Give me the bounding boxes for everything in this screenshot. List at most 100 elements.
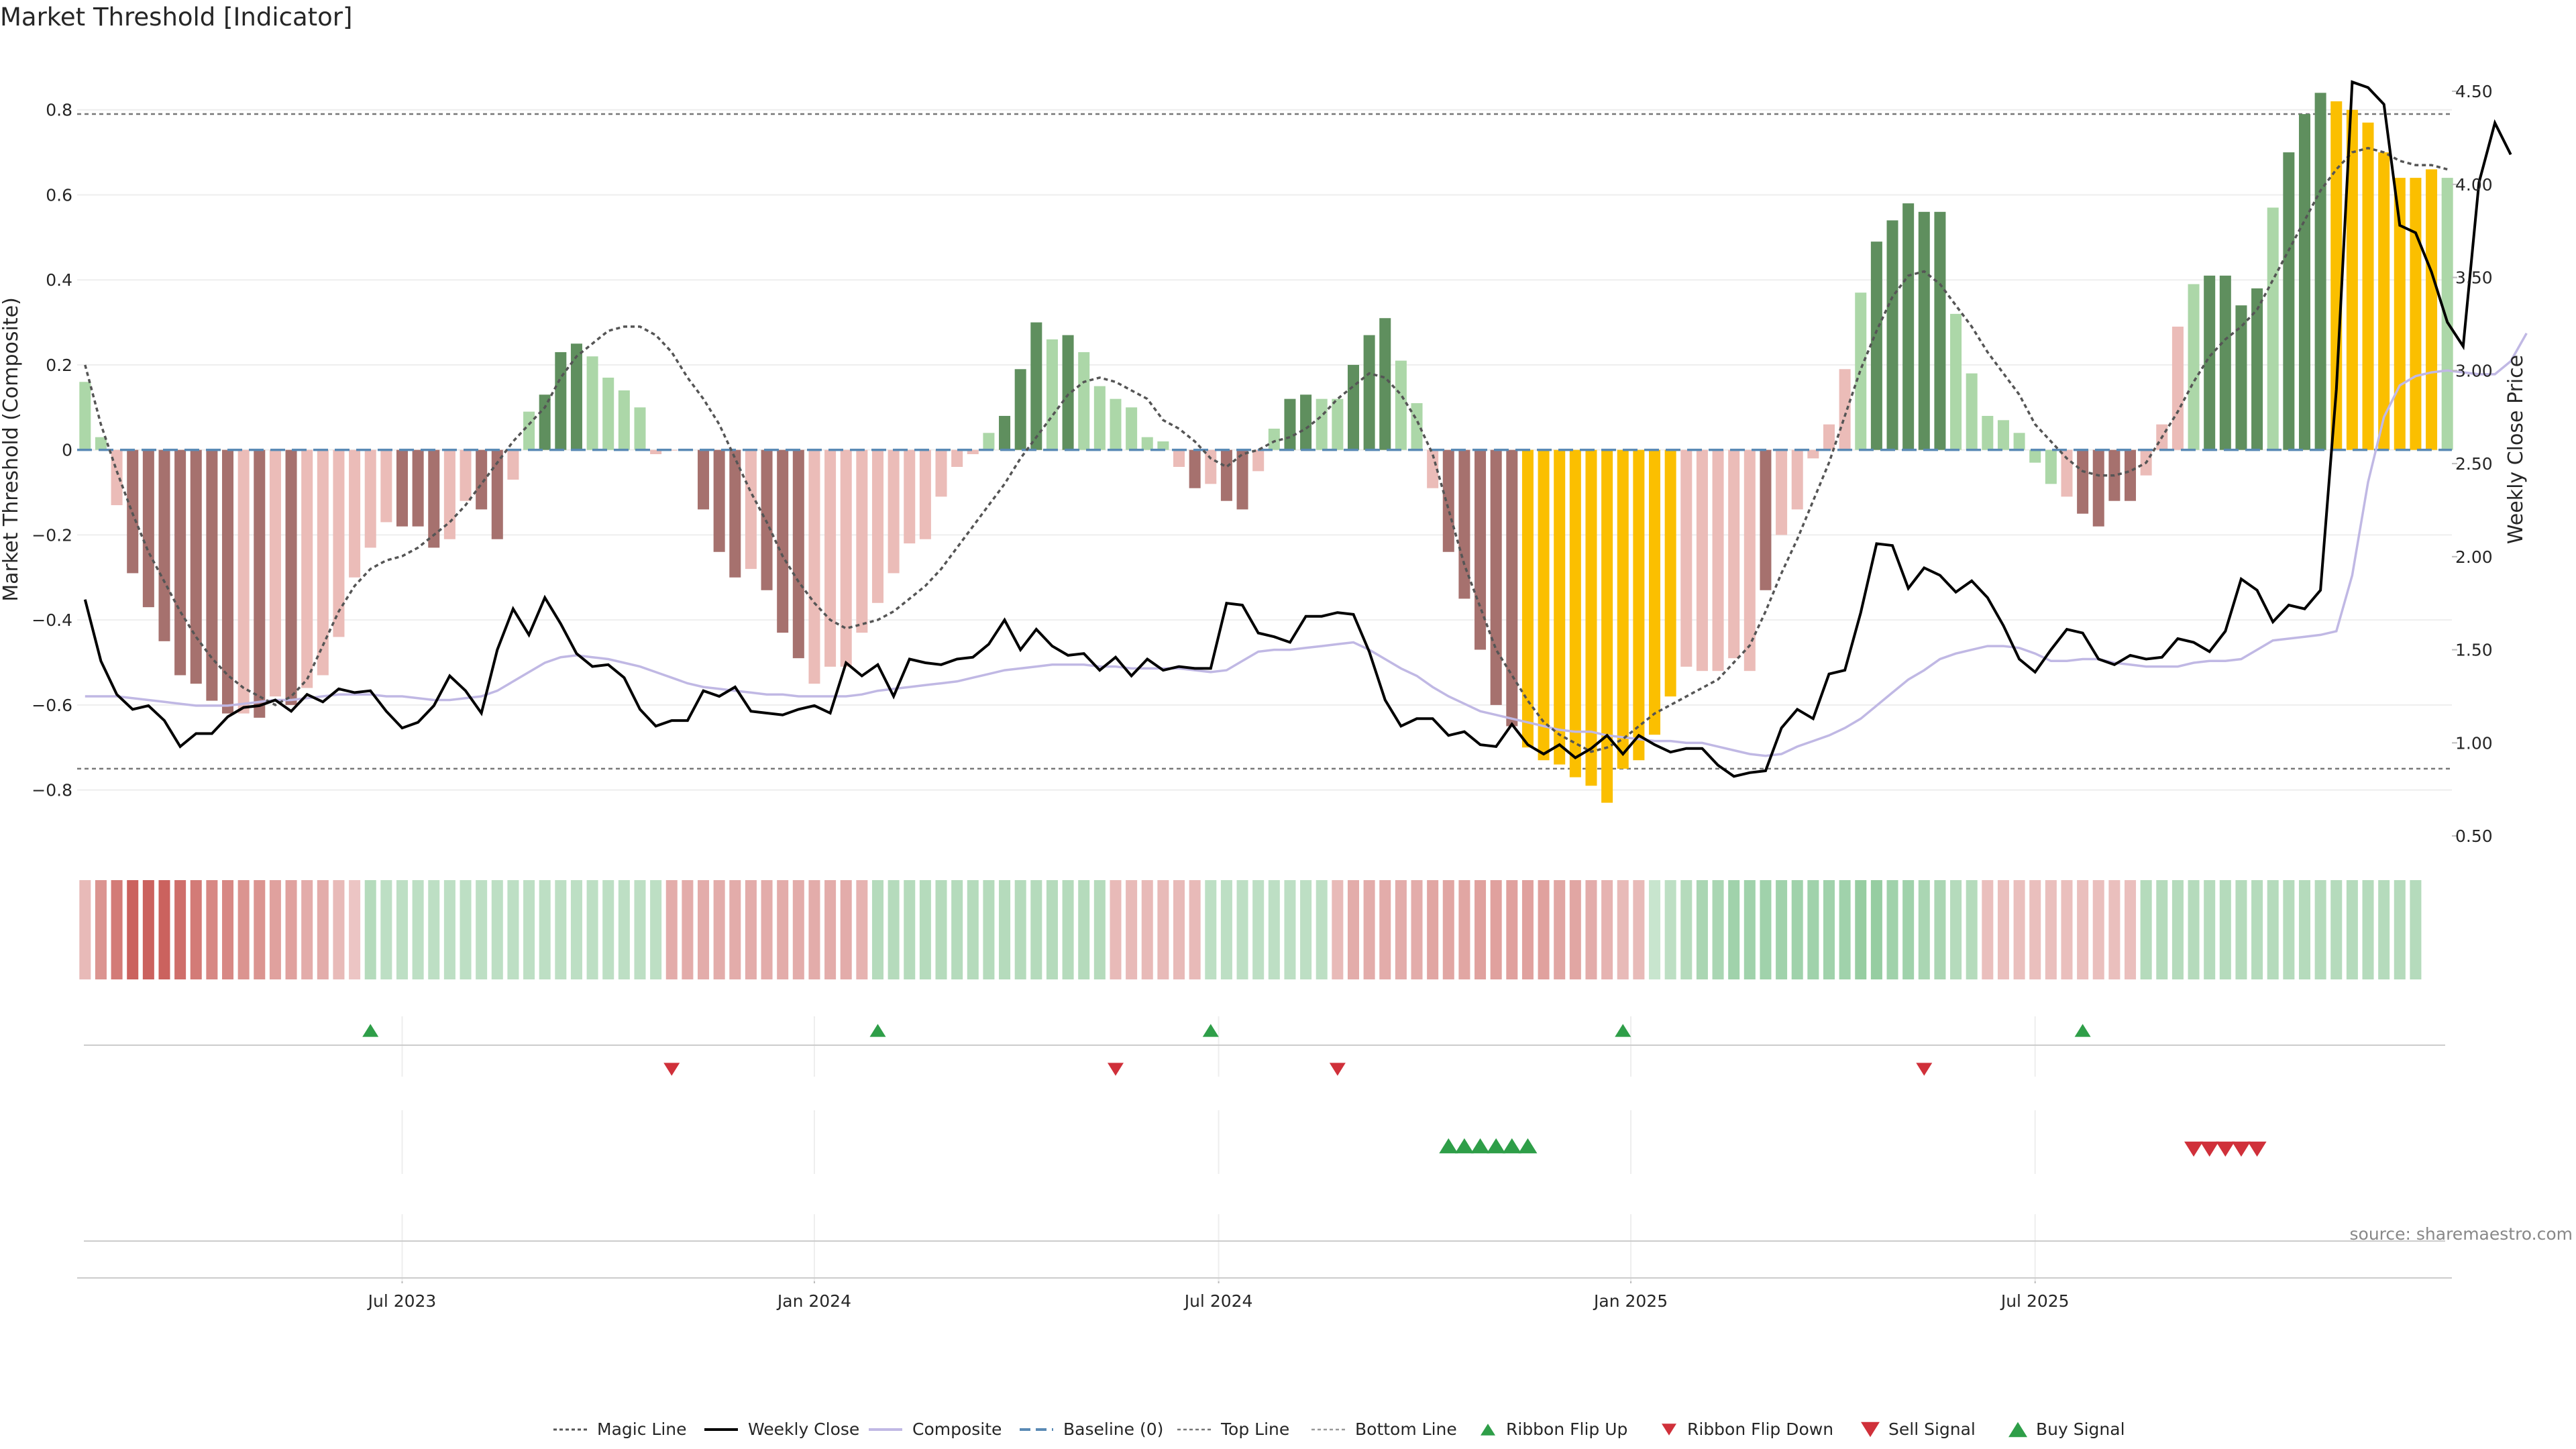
ribbon-cell [1649,880,1661,979]
y2-tick-label: 4.50 [2455,82,2493,101]
ribbon-cell [349,880,361,979]
ribbon-cell [2235,880,2247,979]
composite-bar [539,394,551,450]
ribbon-cell [158,880,170,979]
y2-tick-label: 1.50 [2455,641,2493,660]
ribbon-cell [618,880,630,979]
ribbon-cell [919,880,931,979]
ribbon-flip-down-marker [1107,1063,1124,1076]
composite-bar [95,437,107,450]
composite-bar [824,449,837,667]
ribbon-cell [1633,880,1645,979]
ribbon-cell [1363,880,1375,979]
ribbon-cell [2092,880,2104,979]
composite-bar [729,449,741,578]
ribbon-cell [79,880,91,979]
ribbon-cell [2125,880,2137,979]
y-tick-label: −0.6 [32,696,72,715]
ribbon-cell [1474,880,1487,979]
ribbon-cell [396,880,408,979]
ribbon-cell [1395,880,1407,979]
composite-bar [1490,449,1502,705]
ribbon-cell [1252,880,1265,979]
ribbon-cell [507,880,519,979]
sell-signal-marker [2247,1141,2267,1157]
composite-bar [856,449,868,633]
ribbon-cell [2251,880,2263,979]
ribbon-cell [1268,880,1280,979]
composite-bar [507,449,519,480]
ribbon-cell [317,880,329,979]
composite-bar [1680,449,1693,667]
composite-bar [777,449,789,633]
composite-bar [396,449,408,527]
composite-bar [2394,178,2406,450]
ribbon-cell [904,880,916,979]
composite-line [85,332,2528,757]
composite-bar [1950,313,1962,450]
ribbon-cell [935,880,947,979]
composite-bar [1585,449,1597,786]
ribbon-cell [682,880,694,979]
ribbon-cell [2314,880,2326,979]
composite-bar [1046,339,1058,450]
composite-bar [2346,109,2358,450]
composite-bar [698,449,710,510]
ribbon-cell [1141,880,1153,979]
composite-bar [476,449,488,510]
ribbon-cell [428,880,440,979]
ribbon-cell [1934,880,1946,979]
composite-bar [460,449,472,501]
ribbon-cell [1791,880,1803,979]
ribbon-cell [333,880,345,979]
composite-bar [206,449,218,701]
ribbon-flip-up-marker [869,1024,886,1037]
source-note: source: sharemaestro.com [2350,1224,2573,1244]
composite-bar [634,407,646,450]
ribbon-cell [2283,880,2295,979]
ribbon-cell [808,880,820,979]
composite-bar [1220,449,1232,501]
ribbon-cell [1743,880,1756,979]
ribbon-cell [2061,880,2073,979]
ribbon-cell [1982,880,1994,979]
ribbon-cell [476,880,488,979]
ribbon-cell [254,880,266,979]
ribbon-cell [491,880,503,979]
ribbon-cell [745,880,757,979]
x-tick-label: Jan 2024 [776,1291,851,1311]
ribbon-cell [1886,880,1898,979]
ribbon-cell [888,880,900,979]
composite-bar [1997,420,2009,450]
ribbon-cell [1728,880,1740,979]
ribbon-cell [1078,880,1090,979]
x-tick-label: Jul 2024 [1183,1291,1253,1311]
y-tick-label: −0.4 [32,610,72,630]
composite-bar [1569,449,1581,777]
composite-bar [1316,398,1328,450]
ribbon-cell [1205,880,1217,979]
ribbon-cell [2219,880,2231,979]
ribbon-cell [1585,880,1597,979]
composite-bar [888,449,900,574]
ribbon-cell [2298,880,2310,979]
ribbon-cell [2410,880,2422,979]
composite-bar [1332,398,1344,450]
ribbon-cell [301,880,313,979]
buy-signal-marker [1439,1138,1458,1154]
ribbon-cell [2362,880,2374,979]
composite-bar [428,449,440,548]
composite-bar [2045,449,2057,484]
ribbon-cell [967,880,979,979]
composite-bar [2441,178,2453,450]
ribbon-cell [1696,880,1708,979]
composite-bar [1886,220,1898,450]
composite-bar [1823,424,1835,450]
composite-bar [1743,449,1756,672]
ribbon-cell [2140,880,2152,979]
ribbon-cell [792,880,804,979]
composite-bar [1014,369,1026,450]
ribbon-cell [2188,880,2200,979]
ribbon-cell [1220,880,1232,979]
legend-ribbon-flip-up-icon [1481,1424,1495,1436]
